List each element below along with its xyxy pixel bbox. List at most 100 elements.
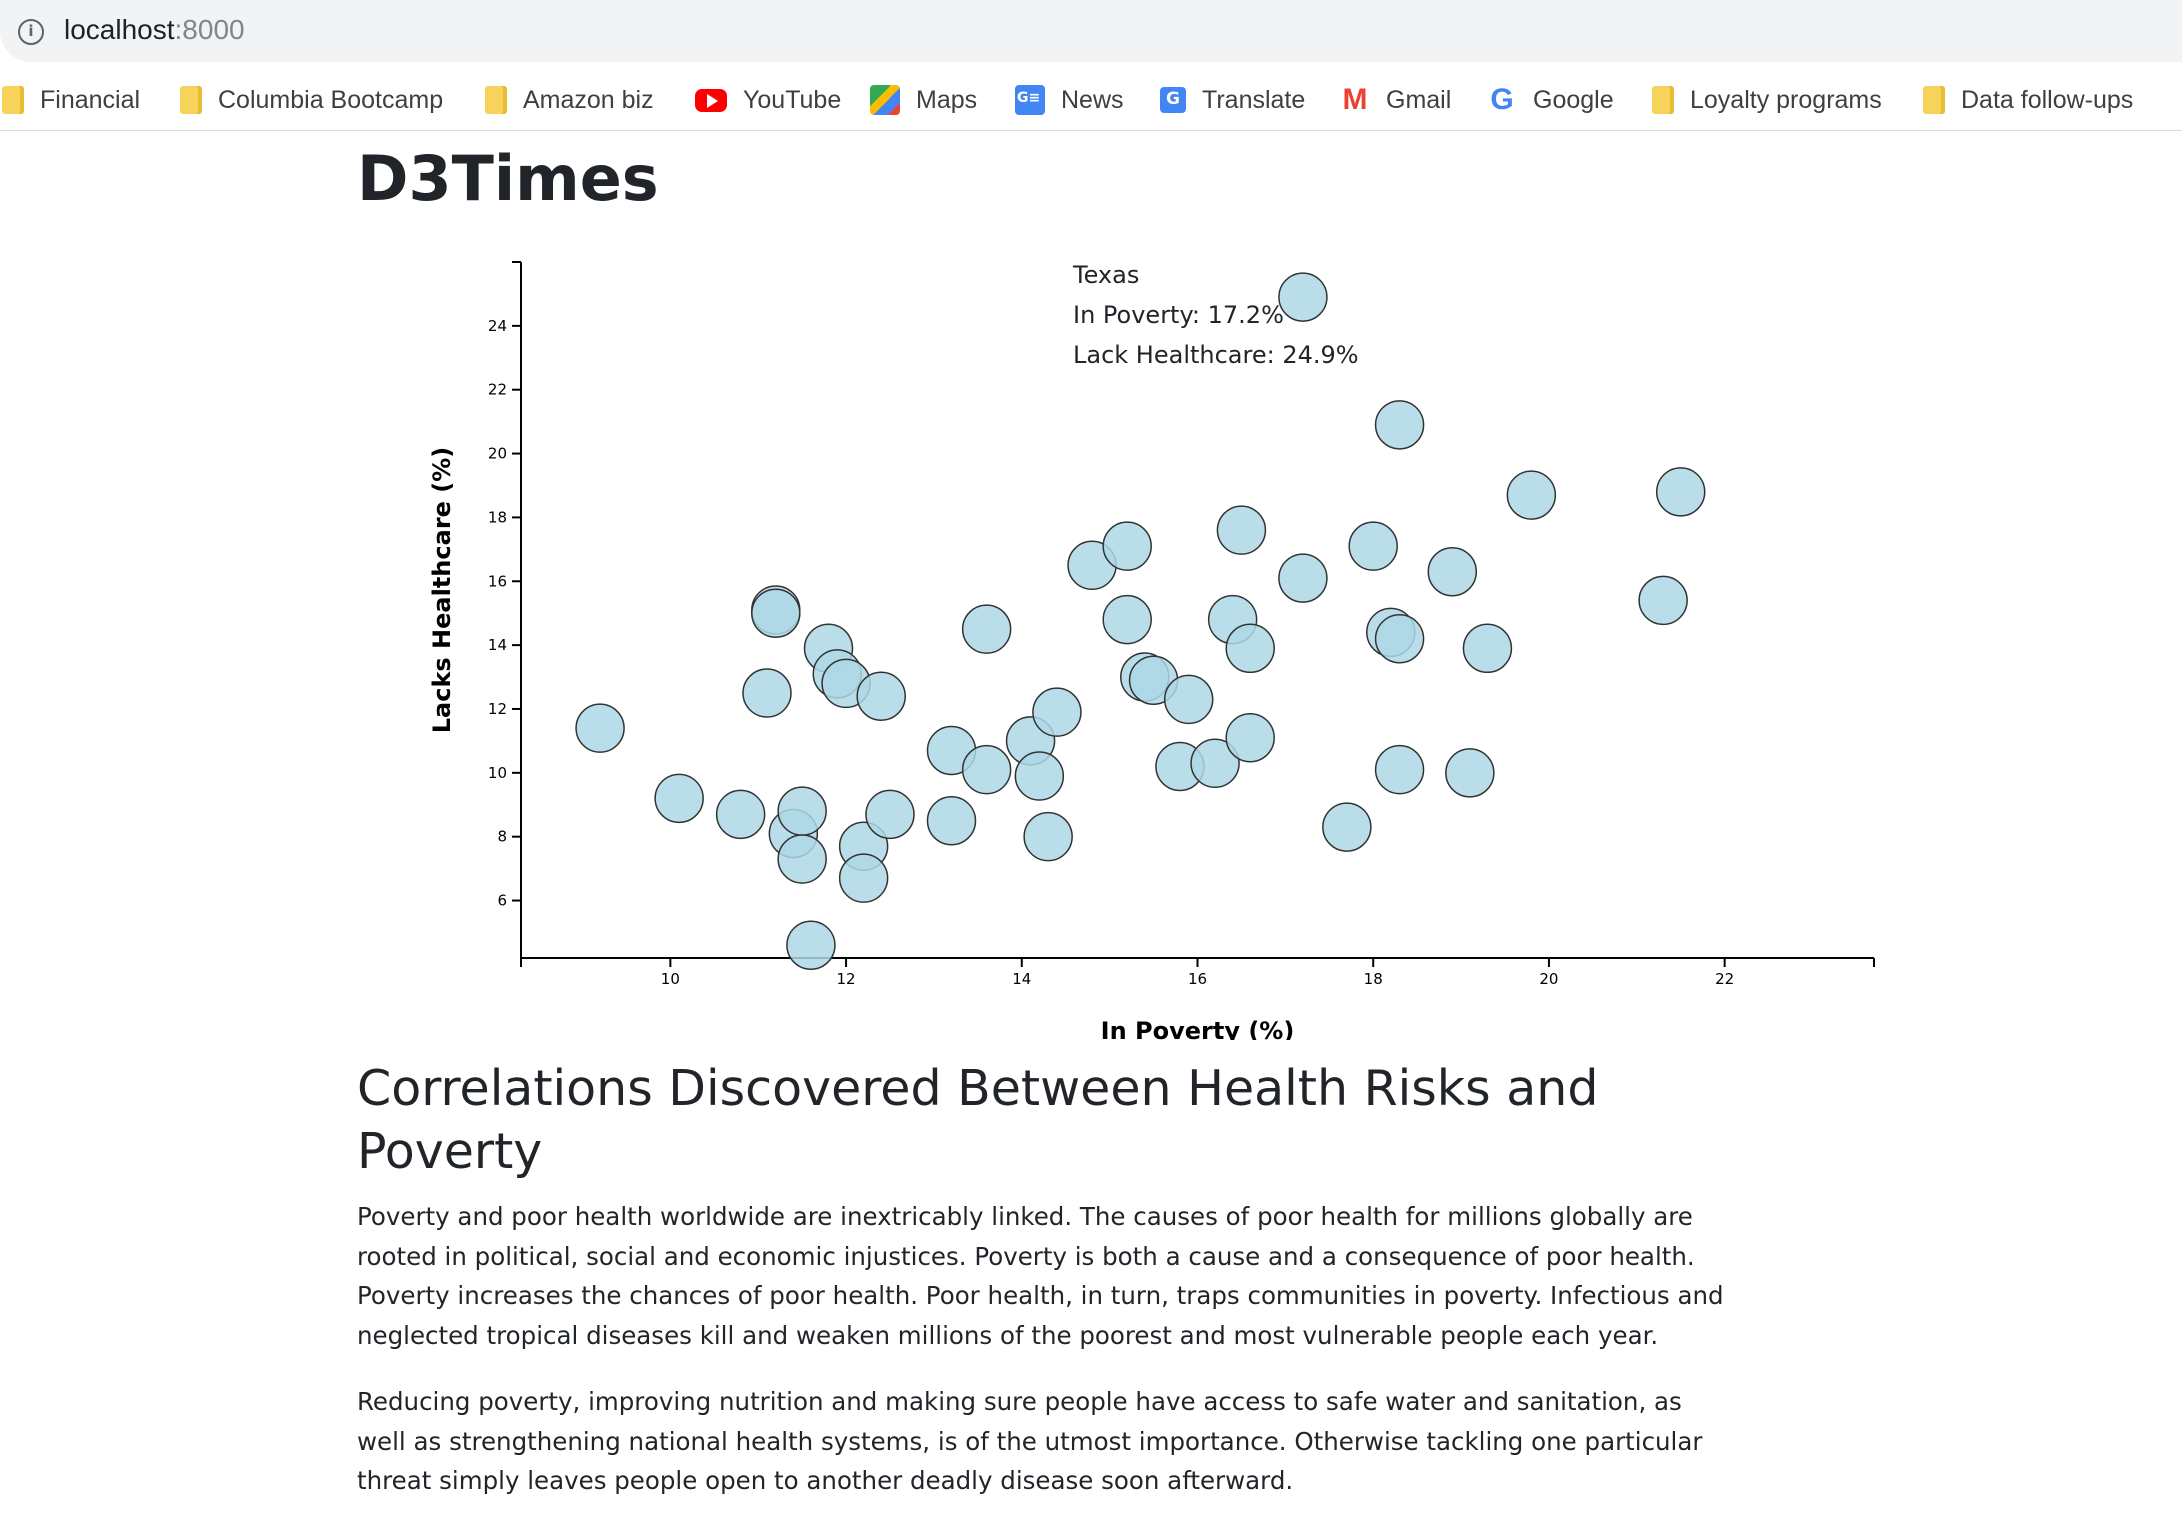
bookmark-label: Amazon biz <box>523 85 654 114</box>
data-point <box>1638 575 1688 626</box>
data-point <box>1462 623 1513 674</box>
data-point <box>926 795 977 846</box>
folder-icon <box>180 86 202 114</box>
bookmark-label: News <box>1061 85 1124 114</box>
page-title: D3Times <box>357 142 659 215</box>
data-point <box>1374 400 1425 450</box>
bookmark-gmail[interactable]: M Gmail <box>1340 82 1452 118</box>
data-point <box>961 744 1012 795</box>
data-point <box>786 920 836 970</box>
data-point <box>575 703 625 753</box>
bookmark-google[interactable]: G Google <box>1487 82 1614 118</box>
data-point <box>961 604 1012 654</box>
news-icon <box>1015 85 1045 115</box>
bookmark-data-follow-ups[interactable]: Data follow-ups <box>1923 82 2133 118</box>
site-info-icon[interactable]: i <box>18 19 44 45</box>
y-tick-label: 16 <box>488 572 507 590</box>
x-tick-label: 22 <box>1715 970 1734 988</box>
x-tick-label: 12 <box>837 970 856 988</box>
y-tick-label: 12 <box>488 700 507 718</box>
data-point <box>1023 811 1073 862</box>
scatter-chart: 10 12 14 16 18 20 22 6 8 10 12 14 16 18 20 22 24 In Pover… <box>428 261 1875 1040</box>
bookmark-loyalty-programs[interactable]: Loyalty programs <box>1652 82 1882 118</box>
gmail-icon: M <box>1342 83 1368 116</box>
y-tick-label: 10 <box>488 764 507 782</box>
y-tick-label: 18 <box>488 508 507 526</box>
data-point <box>1190 738 1240 788</box>
url-host: localhost <box>64 14 175 45</box>
bookmark-amazon-biz[interactable]: Amazon biz <box>485 82 654 118</box>
x-tick-label: 10 <box>661 970 680 988</box>
data-point <box>1427 546 1478 597</box>
url-text[interactable]: localhost:8000 <box>64 14 245 46</box>
bookmark-youtube[interactable]: YouTube <box>695 82 841 118</box>
bookmark-translate[interactable]: Translate <box>1160 82 1305 118</box>
data-point <box>777 834 827 884</box>
y-tick-label: 24 <box>488 317 507 335</box>
tooltip-state: Texas <box>1073 261 1140 289</box>
paragraph-1: Poverty and poor health worldwide are in… <box>357 1202 1724 1350</box>
data-point <box>1102 594 1152 645</box>
y-tick-label: 20 <box>488 445 507 463</box>
translate-icon <box>1160 87 1186 113</box>
url-port: :8000 <box>174 14 245 45</box>
data-point <box>1278 553 1328 603</box>
paragraph-2: Reducing poverty, improving nutrition an… <box>357 1387 1703 1495</box>
data-point <box>1163 674 1214 725</box>
data-point <box>1014 751 1065 801</box>
bookmark-label: Data follow-ups <box>1961 85 2134 114</box>
bookmark-label: Financial <box>40 85 141 114</box>
y-axis-label: Lacks Healthcare (%) <box>428 447 456 734</box>
data-point <box>1278 272 1328 322</box>
address-bar[interactable]: i localhost:8000 <box>0 0 2182 62</box>
data-point <box>1506 470 1557 520</box>
data-point <box>1374 613 1425 664</box>
bookmark-label: Columbia Bootcamp <box>218 85 444 114</box>
bookmark-maps[interactable]: Maps <box>870 82 977 118</box>
data-point <box>838 853 889 903</box>
data-point <box>1322 802 1372 852</box>
youtube-icon <box>695 88 727 112</box>
data-point <box>1032 687 1082 737</box>
data-point <box>1225 712 1275 763</box>
tooltip-healthcare: Lack Healthcare: 24.9% <box>1073 341 1359 369</box>
google-icon: G <box>1490 83 1514 116</box>
folder-icon <box>1923 86 1945 114</box>
x-tick-label: 20 <box>1539 970 1558 988</box>
data-point <box>1445 748 1495 798</box>
x-axis-label: In Poverty (%) <box>1101 1017 1295 1040</box>
folder-icon <box>485 86 507 114</box>
x-tick-label: 14 <box>1012 970 1031 988</box>
y-tick-label: 22 <box>488 381 507 399</box>
x-tick-label: 16 <box>1188 970 1207 988</box>
tooltip-poverty: In Poverty: 17.2% <box>1073 301 1284 329</box>
data-point <box>1216 505 1267 555</box>
data-point <box>856 671 906 721</box>
data-point <box>1374 744 1425 795</box>
bookmarks-bar: Financial Columbia Bootcamp Amazon biz Y… <box>0 72 2182 131</box>
bookmark-label: YouTube <box>743 85 842 114</box>
section-title: Correlations Discovered Between Health R… <box>357 1060 1599 1180</box>
bookmark-label: Maps <box>916 85 978 114</box>
data-point <box>751 588 801 638</box>
y-tick-label: 14 <box>488 636 507 654</box>
data-point <box>1102 521 1152 571</box>
data-point <box>865 789 915 840</box>
data-point <box>1225 623 1275 674</box>
bookmark-financial[interactable]: Financial <box>2 82 140 118</box>
bookmark-columbia-bootcamp[interactable]: Columbia Bootcamp <box>180 82 443 118</box>
data-point <box>742 668 792 718</box>
bookmark-label: Translate <box>1202 85 1306 114</box>
bookmark-label: Google <box>1533 85 1614 114</box>
y-tick-label: 6 <box>497 892 507 910</box>
chart-tooltip: Texas In Poverty: 17.2% Lack Healthcare:… <box>1073 255 1359 375</box>
bookmark-label: Loyalty programs <box>1690 85 1882 114</box>
data-point <box>654 773 704 824</box>
maps-icon <box>870 85 900 115</box>
data-point <box>1655 467 1706 517</box>
folder-icon <box>1652 86 1674 114</box>
y-tick-label: 8 <box>497 828 507 846</box>
data-point <box>1348 521 1398 571</box>
bookmark-news[interactable]: News <box>1015 82 1124 118</box>
data-point <box>777 786 827 836</box>
